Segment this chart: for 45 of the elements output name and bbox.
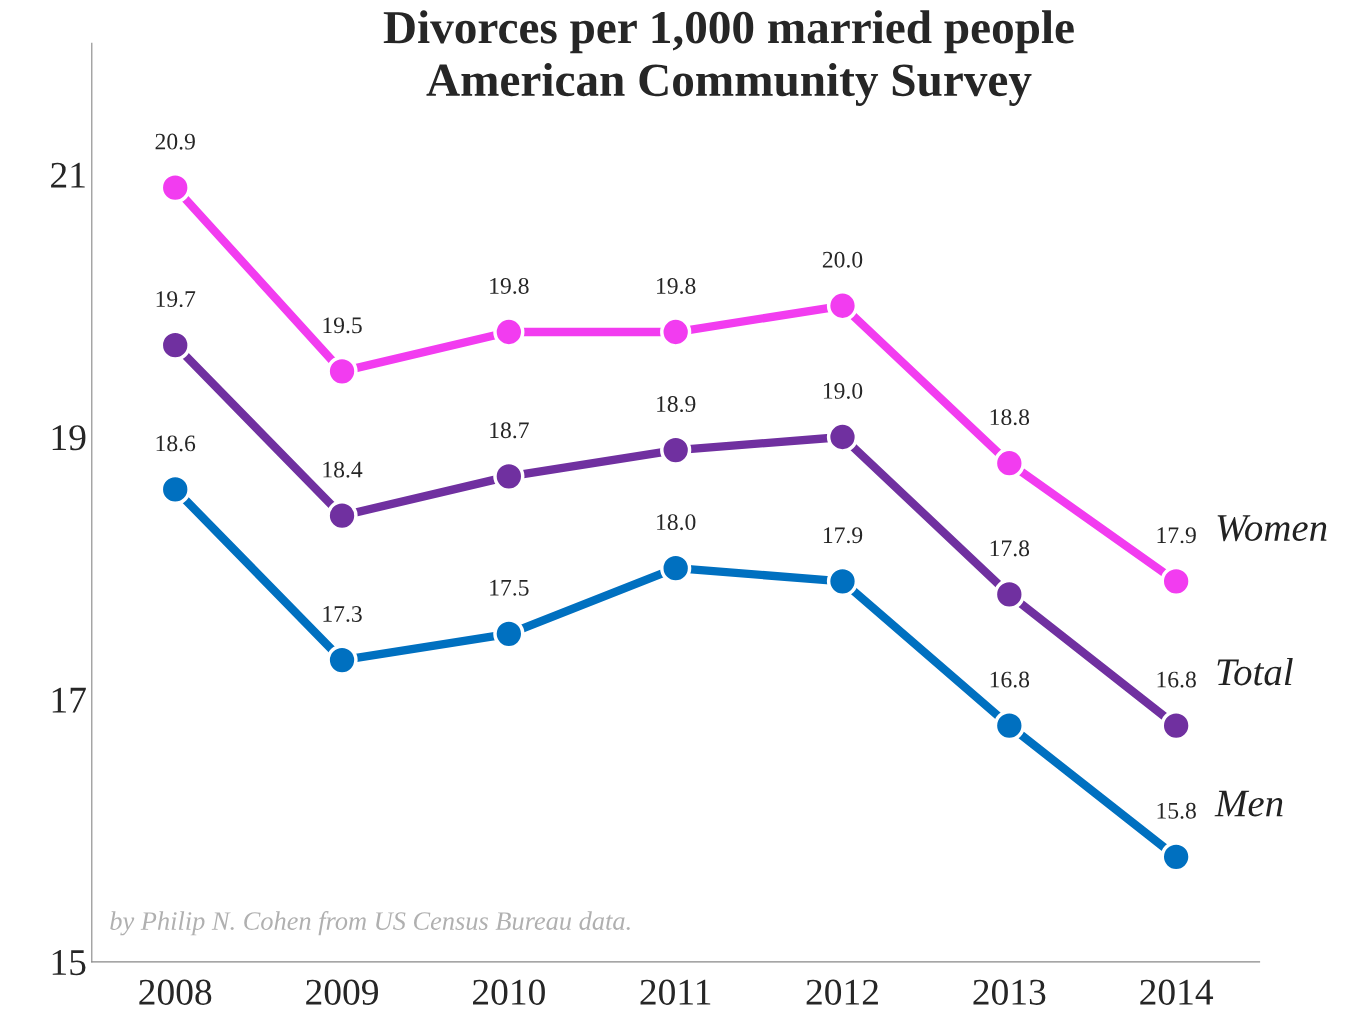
data-label: 17.9 xyxy=(823,527,863,544)
data-label: 19.8 xyxy=(490,277,529,294)
data-label: 20.9 xyxy=(155,133,195,150)
chart-title: Divorces per 1,000 married people American Community Survey xyxy=(383,10,1074,106)
series-label: Women xyxy=(1217,515,1327,542)
x-tick-label: 2009 xyxy=(306,979,378,1005)
point xyxy=(493,316,525,348)
data-label: 15.8 xyxy=(1157,802,1196,819)
series-label: Total xyxy=(1217,658,1293,686)
data-label: 19.7 xyxy=(156,291,196,308)
data-label: 18.7 xyxy=(490,422,529,439)
y-tick-label: 15 xyxy=(52,950,86,976)
x-tick-label: 2008 xyxy=(139,979,212,1005)
data-label: 16.8 xyxy=(1157,671,1196,688)
x-tick-label: 2011 xyxy=(640,979,711,1005)
data-label: 18.6 xyxy=(156,435,196,452)
data-label: 18.4 xyxy=(323,461,363,478)
data-label: 16.8 xyxy=(990,671,1030,688)
x-tick-label: 2013 xyxy=(973,979,1046,1005)
data-label: 18.8 xyxy=(990,409,1030,426)
x-tick-label: 2012 xyxy=(806,979,878,1005)
data-label: 18.9 xyxy=(657,396,696,413)
data-label: 17.5 xyxy=(490,579,529,596)
series-label: Men xyxy=(1214,790,1283,817)
x-tick-label: 2010 xyxy=(473,979,545,1005)
data-label: 17.3 xyxy=(323,606,362,623)
data-label: 17.9 xyxy=(1157,527,1196,544)
annotation: by Philip N. Cohen from US Census Bureau data. xyxy=(110,911,630,936)
data-label: 19.5 xyxy=(323,317,362,334)
data-label: 18.0 xyxy=(657,514,696,531)
point xyxy=(826,421,859,453)
point xyxy=(993,447,1025,479)
data-label: 20.0 xyxy=(822,251,863,268)
point xyxy=(826,290,859,322)
point xyxy=(326,355,358,387)
y-tick-label: 21 xyxy=(51,162,85,188)
point xyxy=(993,710,1025,742)
data-label: 19.0 xyxy=(823,382,863,399)
data-label: 19.8 xyxy=(657,277,696,294)
y-tick-label: 17 xyxy=(52,687,86,713)
x-tick-label: 2014 xyxy=(1140,979,1214,1005)
point xyxy=(660,316,692,348)
data-label: 17.8 xyxy=(990,540,1030,557)
point xyxy=(326,644,358,676)
y-tick-label: 19 xyxy=(52,425,86,451)
